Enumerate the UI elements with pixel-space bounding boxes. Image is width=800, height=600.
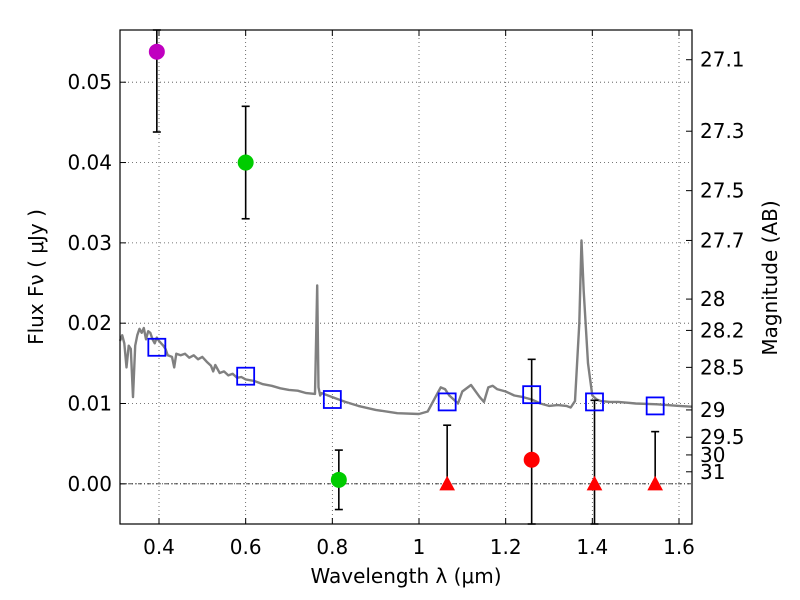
x-axis-label: Wavelength λ (μm) [310, 564, 501, 588]
x-tick-label: 0.8 [316, 535, 348, 559]
right-tick-label: 29.5 [700, 425, 745, 449]
model-point-square [236, 366, 256, 386]
right-tick-label: 28.2 [700, 318, 745, 342]
y-tick-label: 0.01 [67, 392, 112, 416]
right-tick-label: 28.5 [700, 355, 745, 379]
model-point-square [585, 392, 604, 412]
x-tick-label: 1.6 [663, 535, 695, 559]
right-tick-label: 27.5 [700, 179, 745, 203]
sed-model [118, 239, 693, 416]
right-tick-label: 27.3 [700, 119, 745, 143]
model-point-square [437, 392, 457, 412]
upper-limit-triangle [586, 475, 603, 491]
detection-point [523, 451, 540, 468]
model-point-square [322, 390, 342, 409]
markers [147, 43, 665, 491]
plot-frame [119, 29, 693, 525]
y-tick-label: 0.02 [67, 311, 112, 335]
y-tick-label: 0.03 [67, 231, 112, 255]
axis-ticks: 0.4 0.6 0.8 1 1.2 1.4 1.6 0.00 0.01 0.02 0.03 0.04 0… [67, 30, 745, 559]
sed-model-line [118, 239, 693, 416]
right-tick-label: 27.1 [700, 48, 745, 72]
model-point-square [522, 385, 542, 405]
detection-point [330, 471, 347, 488]
detection-point [148, 43, 165, 60]
detection-point [237, 154, 254, 171]
right-tick-label: 28 [700, 287, 725, 311]
y-tick-label: 0.05 [67, 70, 112, 94]
x-tick-label: 1.4 [576, 535, 608, 559]
y-axis-label: Flux Fν ( μJy ) [24, 209, 48, 345]
right-tick-label: 30 [700, 443, 725, 467]
x-tick-label: 1.2 [490, 535, 522, 559]
y-axis-label-right: Magnitude (AB) [758, 200, 782, 355]
upper-limit-triangle [647, 475, 664, 491]
right-tick-label: 29 [700, 398, 725, 422]
y-tick-label: 0.04 [67, 151, 112, 175]
x-tick-label: 0.4 [143, 535, 175, 559]
x-tick-label: 0.6 [230, 535, 262, 559]
y-tick-label: 0.00 [67, 472, 112, 496]
right-tick-label: 27.7 [700, 228, 745, 252]
model-point-square [645, 396, 665, 416]
x-tick-label: 1 [413, 535, 426, 559]
model-point-square [147, 337, 167, 357]
right-tick-label: 31 [700, 460, 725, 484]
axis-labels: Wavelength λ (μm) Flux Fν ( μJy ) Magnit… [24, 200, 782, 588]
upper-limit-triangle [439, 475, 456, 491]
